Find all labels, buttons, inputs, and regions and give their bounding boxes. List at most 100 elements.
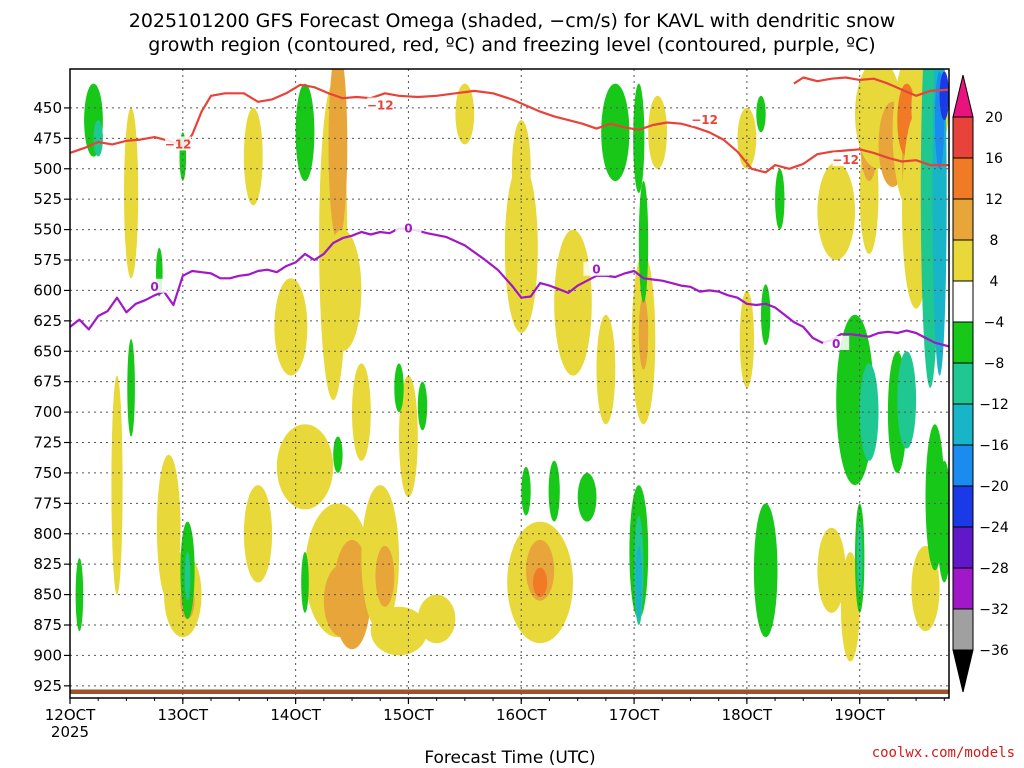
y-tick-label-775: 775 — [33, 494, 62, 512]
omega-region-50 — [127, 339, 135, 437]
omega-region-78 — [897, 351, 917, 449]
omega-region-69 — [761, 284, 771, 346]
omega-region-30 — [638, 296, 649, 370]
colorbar-box-1 — [952, 157, 974, 200]
colorbar-label-13: −36 — [979, 643, 1009, 659]
contour-label-0-1: −12 — [367, 98, 394, 112]
omega-region-71 — [756, 95, 766, 133]
omega-region-28 — [596, 314, 616, 425]
y-tick-label-900: 900 — [33, 646, 62, 664]
y-tick-label-875: 875 — [33, 616, 62, 634]
omega-region-36 — [840, 552, 860, 662]
grid-lines — [70, 69, 949, 698]
omega-region-63 — [601, 83, 630, 181]
colorbar-box-5 — [952, 321, 974, 364]
colorbar-label-10: −24 — [979, 520, 1009, 536]
colorbar-box-2 — [952, 198, 974, 241]
contour-label-0-2: −12 — [691, 113, 718, 127]
omega-region-8 — [276, 424, 334, 510]
chart-title-line-1: 2025101200 GFS Forecast Omega (shaded, −… — [129, 10, 896, 32]
omega-region-56 — [333, 436, 343, 473]
contour-lines: −12 −12 −12 −12 0 0 0 0 — [70, 76, 949, 351]
colorbar-label-11: −28 — [979, 561, 1009, 577]
omega-region-22 — [504, 162, 538, 333]
y-tick-label-525: 525 — [33, 190, 62, 208]
omega-region-82 — [939, 71, 949, 121]
ground-surface — [70, 689, 949, 694]
contour-label-bg-2-0 — [141, 278, 168, 293]
y-axis: 450 475 500 525 550 575 600 625 650 675 700 725 750 7… — [33, 99, 70, 695]
y-tick-label-725: 725 — [33, 434, 62, 452]
omega-region-5 — [243, 107, 263, 206]
omega-region-12 — [328, 69, 348, 242]
y-tick-label-925: 925 — [33, 677, 62, 695]
colorbar-label-4: 4 — [990, 274, 999, 290]
omega-region-17 — [375, 545, 395, 607]
contour-label-bg-0-1 — [367, 97, 394, 112]
omega-region-54 — [184, 552, 191, 601]
colorbar-box-8 — [952, 444, 974, 487]
omega-region-34 — [817, 527, 846, 613]
omega-region-21 — [455, 83, 475, 145]
y-tick-label-800: 800 — [33, 525, 62, 543]
omega-region-58 — [394, 363, 404, 413]
plot-area: −12 −12 −12 −12 0 0 0 0 — [69, 68, 950, 699]
omega-region-48 — [93, 120, 103, 157]
colorbar-label-1: 16 — [985, 151, 1003, 167]
omega-region-84 — [937, 460, 949, 583]
omega-region-61 — [548, 460, 560, 522]
y-tick-label-575: 575 — [33, 251, 62, 269]
contour-label-bg-2-2 — [583, 261, 610, 276]
omega-region-1 — [111, 375, 123, 595]
colorbar-bottom-triangle — [952, 649, 974, 693]
colorbar-box-12 — [952, 608, 974, 651]
x-tick-label-0: 12OCT — [45, 706, 96, 724]
y-tick-label-550: 550 — [33, 221, 62, 239]
colorbar-label-6: −8 — [984, 356, 1005, 372]
omega-region-27 — [554, 229, 592, 376]
contour-label-bg-0-2 — [691, 112, 718, 127]
x-tick-label-3: 15OCT — [383, 706, 434, 724]
x-tick-label-4: 16OCT — [496, 706, 547, 724]
colorbar-top-triangle — [952, 74, 974, 118]
omega-region-35 — [817, 162, 855, 260]
contour-label-2-2: 0 — [592, 263, 600, 277]
y-tick-label-750: 750 — [33, 464, 62, 482]
contour-label-2-1: 0 — [404, 221, 412, 235]
colorbar-box-7 — [952, 403, 974, 446]
y-tick-label-850: 850 — [33, 586, 62, 604]
contour-label-bg-2-1 — [395, 220, 422, 235]
colorbar-label-5: −4 — [984, 315, 1005, 331]
omega-region-59 — [417, 381, 428, 431]
credit-text: coolwx.com/models — [872, 745, 1015, 761]
colorbar-label-7: −12 — [979, 397, 1009, 413]
x-tick-label-1: 13OCT — [158, 706, 209, 724]
colorbar: 20 16 12 8 4 −4 −8 −12 −16 −20 −24 −28 −32 −36 — [952, 74, 1009, 693]
omega-region-65 — [638, 181, 649, 303]
contour-line-0 — [70, 83, 949, 174]
contour-line-1 — [793, 76, 949, 97]
contour-label-bg-2-3 — [823, 335, 850, 350]
omega-region-7 — [274, 278, 308, 376]
y-tick-label-475: 475 — [33, 129, 62, 147]
omega-region-57 — [301, 552, 309, 613]
plot-frame — [69, 68, 950, 699]
y-tick-label-700: 700 — [33, 403, 62, 421]
omega-region-15 — [352, 363, 371, 461]
omega-region-62 — [577, 473, 597, 522]
contour-label-0-3: −12 — [832, 153, 859, 167]
omega-region-70 — [753, 503, 778, 638]
contour-label-bg-0-0 — [165, 136, 192, 151]
colorbar-label-3: 8 — [990, 233, 999, 249]
y-tick-label-450: 450 — [33, 99, 62, 117]
omega-region-18 — [370, 606, 428, 656]
omega-region-26 — [533, 567, 548, 598]
x-tick-label-5: 17OCT — [609, 706, 660, 724]
x-tick-label-6: 18OCT — [722, 706, 773, 724]
omega-region-20 — [417, 594, 456, 644]
x-tick-sublabel-0: 2025 — [51, 723, 89, 741]
y-tick-label-500: 500 — [33, 160, 62, 178]
omega-region-49 — [75, 558, 84, 632]
colorbar-box-3 — [952, 239, 974, 282]
colorbar-label-8: −16 — [979, 438, 1009, 454]
